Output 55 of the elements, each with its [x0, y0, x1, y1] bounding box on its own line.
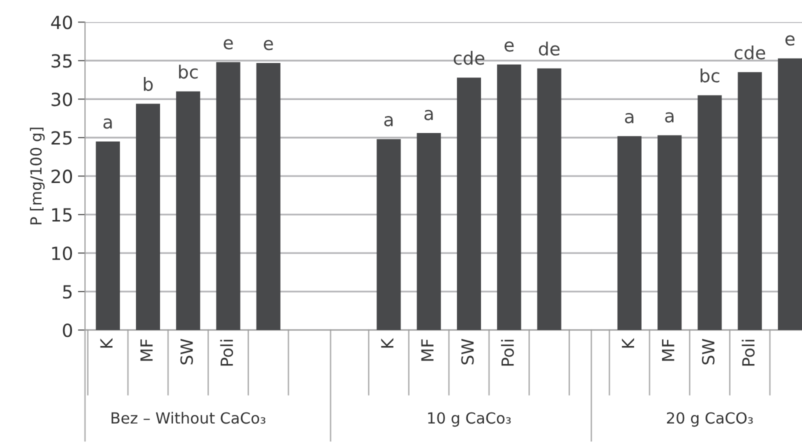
x-tick-label: SW [180, 338, 193, 364]
x-tick-label: SW [461, 338, 474, 364]
y-tick-label: 10 [52, 246, 72, 260]
bar [537, 68, 562, 330]
data-label: bc [700, 68, 720, 83]
bar [136, 104, 160, 330]
x-tick-label: MF [662, 339, 674, 361]
x-tick-label: Poli [501, 340, 514, 366]
data-label: e [785, 35, 795, 46]
bar [738, 72, 762, 330]
data-label: e [224, 39, 233, 50]
y-tick-label: 40 [51, 16, 72, 30]
x-tick-label: K [381, 338, 394, 348]
data-label: cde [734, 45, 766, 60]
bar [376, 139, 401, 330]
bar [416, 132, 441, 330]
bar [658, 135, 682, 330]
data-label: b [144, 77, 153, 92]
bar [617, 136, 642, 330]
x-tick-label: SW [702, 338, 715, 364]
bar [778, 58, 802, 330]
y-tick-label: 0 [62, 323, 72, 338]
bar [256, 62, 280, 330]
bar [456, 78, 482, 330]
bar [497, 64, 522, 330]
y-tick-label: 20 [52, 170, 72, 184]
data-label: e [264, 40, 273, 50]
y-axis-title: P [mg/100 g] [30, 128, 45, 224]
x-tick-label: K [100, 338, 112, 348]
bar [176, 91, 200, 330]
bar [698, 95, 722, 330]
data-label: a [625, 112, 634, 124]
x-tick-label: Poli [742, 340, 755, 366]
text: Bez – Without CaCo₃ [112, 412, 266, 424]
data-label: a [103, 118, 112, 129]
y-tick-label: 5 [63, 285, 72, 299]
y-tick-label: 30 [52, 92, 72, 106]
text: 10 g CaCo₃ [428, 412, 511, 427]
bar [96, 141, 120, 330]
x-tick-label: MF [140, 339, 153, 361]
data-label: bc [179, 64, 198, 79]
y-tick-label: 25 [52, 131, 72, 145]
data-label: a [424, 110, 433, 120]
y-tick-label: 15 [52, 208, 72, 222]
x-tick-label: MF [421, 339, 434, 361]
x-tick-label: K [622, 338, 634, 348]
data-label: de [538, 42, 560, 56]
data-label: e [504, 41, 514, 52]
data-label: a [384, 116, 393, 126]
data-label: a [665, 112, 674, 123]
x-tick-label: Poli [220, 340, 234, 366]
data-label: cde [454, 50, 484, 65]
text: 20 g CaCO₃ [666, 412, 753, 427]
bar [216, 62, 240, 330]
y-tick-label: 35 [52, 54, 72, 68]
